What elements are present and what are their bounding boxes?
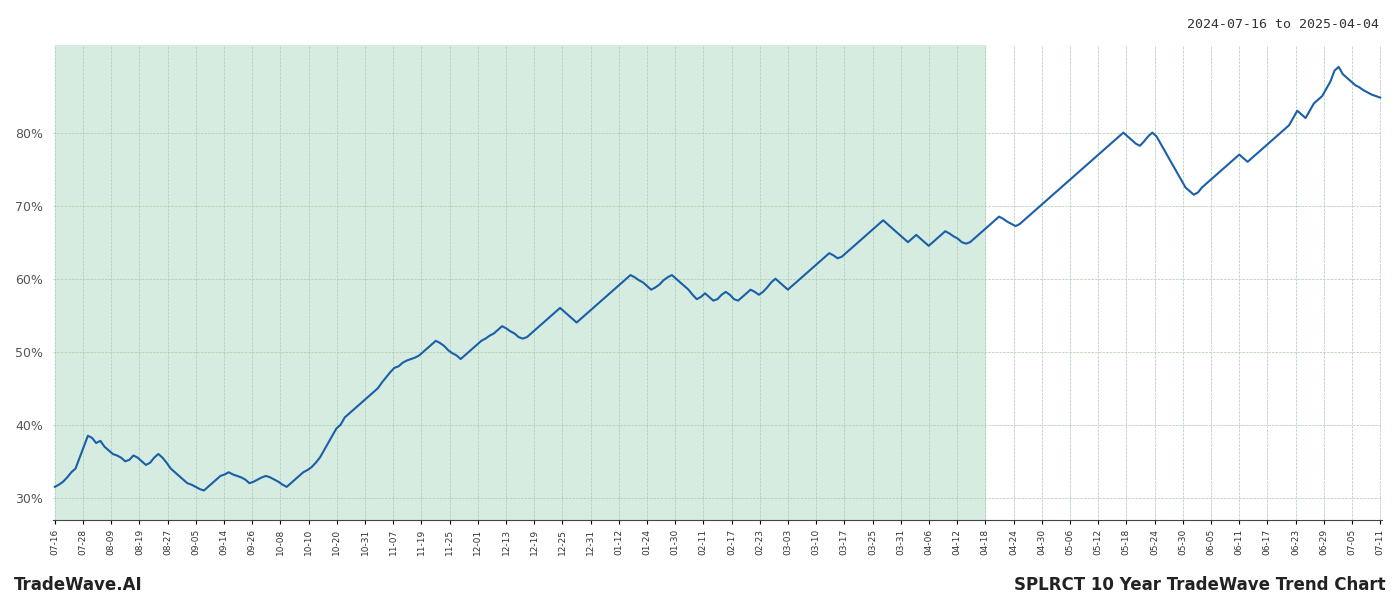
Text: SPLRCT 10 Year TradeWave Trend Chart: SPLRCT 10 Year TradeWave Trend Chart xyxy=(1015,576,1386,594)
Text: TradeWave.AI: TradeWave.AI xyxy=(14,576,143,594)
Text: 2024-07-16 to 2025-04-04: 2024-07-16 to 2025-04-04 xyxy=(1187,18,1379,31)
Bar xyxy=(55,45,986,520)
